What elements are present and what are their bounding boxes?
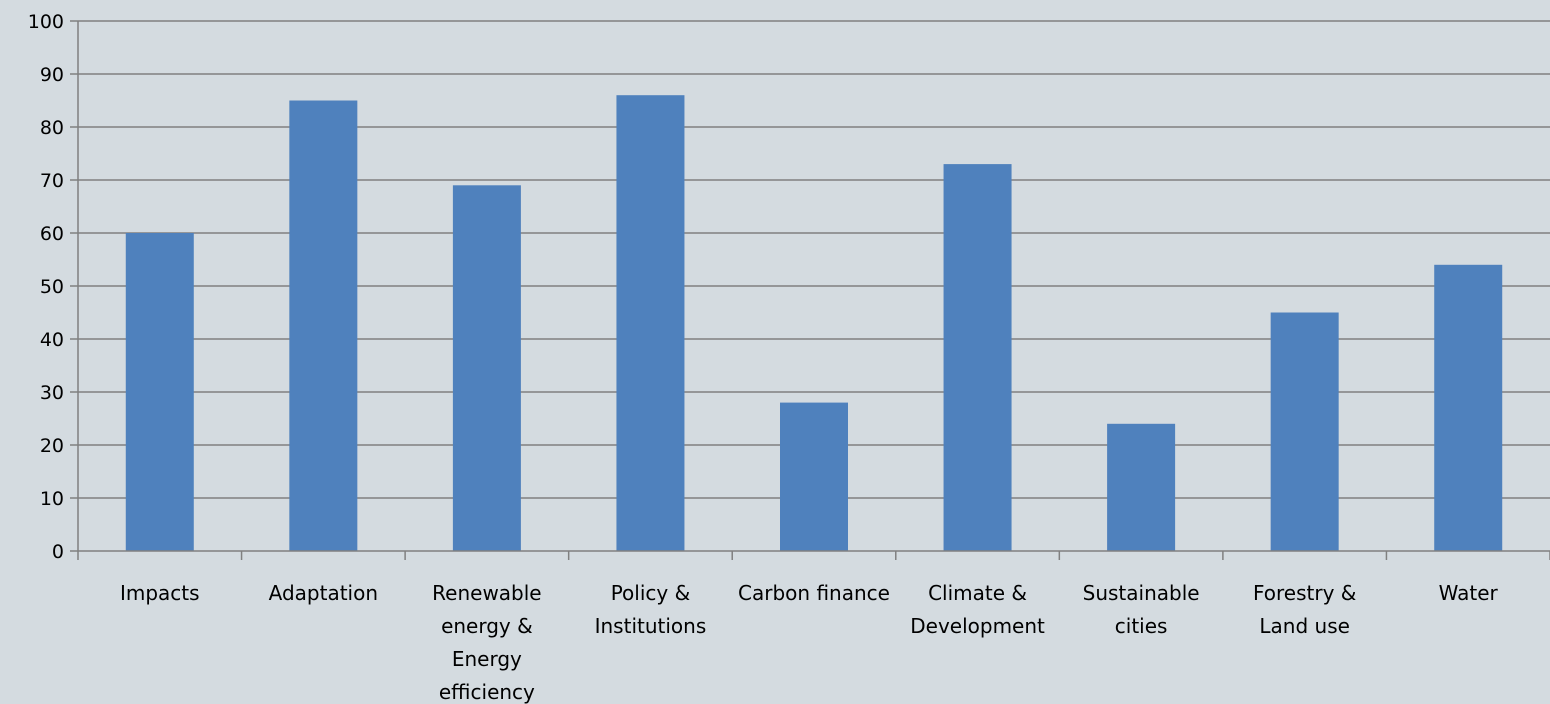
x-category-label-3: Policy & Institutions [595, 581, 707, 638]
x-category-label-5: Climate & Development [910, 581, 1045, 638]
bar-0 [125, 233, 194, 551]
x-category-label-line: Impacts [120, 581, 200, 605]
y-tick-label-70: 70 [40, 170, 64, 192]
x-category-label-0: Impacts [120, 581, 200, 605]
y-tick-label-50: 50 [40, 276, 64, 298]
x-category-label-line: energy & [441, 614, 533, 638]
x-category-label-line: Institutions [595, 614, 707, 638]
x-category-label-line: Energy [452, 647, 522, 671]
x-category-labels: Impacts Adaptation Renewable energy & Energy… [120, 581, 1499, 704]
y-tick-label-60: 60 [40, 223, 64, 245]
x-category-label-line: Development [910, 614, 1045, 638]
y-tick-label-100: 100 [28, 11, 64, 33]
x-category-label-line: Policy & [611, 581, 690, 605]
axes [70, 20, 1550, 560]
x-category-label-7: Forestry & Land use [1253, 581, 1356, 638]
bar-5 [943, 164, 1012, 551]
x-category-label-line: Carbon finance [738, 581, 890, 605]
bar-2 [452, 185, 521, 552]
y-tick-label-20: 20 [40, 435, 64, 457]
x-category-label-4: Carbon finance [738, 581, 890, 605]
x-category-label-line: Adaptation [269, 581, 378, 605]
y-tick-labels: 0 10 20 30 40 50 60 70 80 90 100 [28, 11, 64, 563]
x-category-label-line: efficiency [439, 680, 535, 704]
bar-7 [1270, 312, 1339, 551]
x-category-label-line: Land use [1259, 614, 1350, 638]
x-category-label-6: Sustainable cities [1083, 581, 1200, 638]
x-category-label-line: Forestry & [1253, 581, 1356, 605]
x-category-label-line: Water [1439, 581, 1499, 605]
x-category-label-line: Sustainable [1083, 581, 1200, 605]
bar-3 [616, 95, 685, 551]
y-tick-label-0: 0 [52, 541, 64, 563]
y-tick-label-80: 80 [40, 117, 64, 139]
y-tick-label-30: 30 [40, 382, 64, 404]
x-category-label-line: Renewable [432, 581, 541, 605]
x-category-label-8: Water [1439, 581, 1499, 605]
x-category-label-1: Adaptation [269, 581, 378, 605]
bar-1 [289, 100, 358, 551]
x-category-label-2: Renewable energy & Energy efficiency [432, 581, 541, 704]
bar-6 [1107, 423, 1176, 551]
bar-8 [1434, 264, 1503, 551]
y-tick-label-40: 40 [40, 329, 64, 351]
bars [125, 95, 1503, 552]
y-tick-label-10: 10 [40, 488, 64, 510]
bar-4 [780, 402, 848, 551]
x-category-label-line: Climate & [928, 581, 1027, 605]
y-tick-label-90: 90 [40, 64, 64, 86]
x-category-label-line: cities [1115, 614, 1168, 638]
